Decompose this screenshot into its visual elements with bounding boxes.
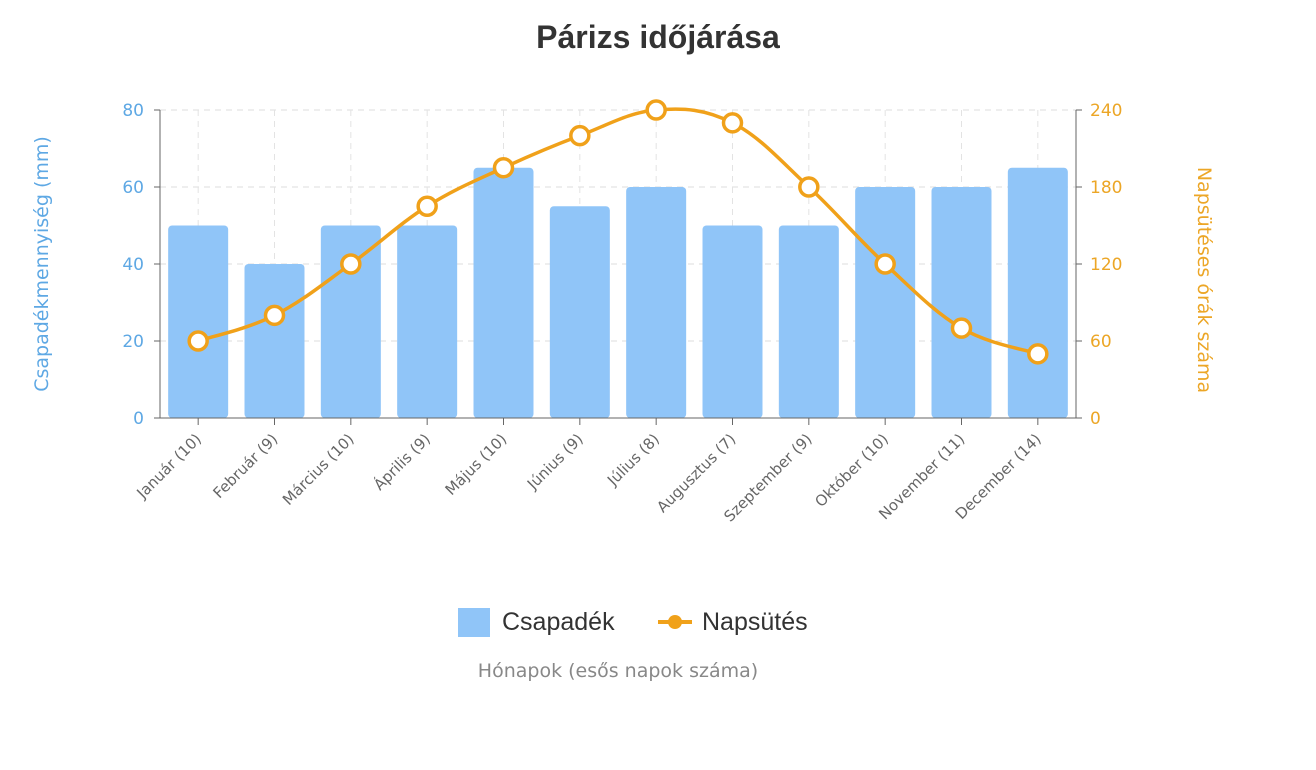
bar-4 — [473, 167, 534, 418]
y-tick-label-left: 80 — [122, 101, 144, 121]
chart-title: Párizs időjárása — [536, 19, 780, 55]
bar-6 — [626, 187, 687, 418]
legend-label-napsutes: Napsütés — [702, 608, 808, 636]
sunshine-point-6 — [645, 99, 667, 121]
y-tick-label-right: 240 — [1090, 101, 1122, 121]
x-tick-label: Március (10) — [279, 430, 358, 509]
sunshine-point-8 — [798, 176, 820, 198]
bar-5 — [549, 206, 610, 418]
bar-9 — [855, 187, 916, 418]
sunshine-point-3 — [416, 195, 438, 217]
y-tick-label-right: 60 — [1090, 332, 1112, 352]
y-tick-label-left: 60 — [122, 178, 144, 198]
bar-3 — [397, 225, 458, 418]
x-tick-label: Augusztus (7) — [653, 430, 739, 516]
x-tick-label: Február (9) — [209, 430, 281, 502]
x-tick-label: Május (10) — [442, 430, 511, 499]
y-tick-label-left: 40 — [122, 255, 144, 275]
sunshine-point-4 — [492, 157, 515, 179]
sunshine-point-11 — [1027, 343, 1049, 365]
bar-7 — [702, 225, 763, 418]
y-tick-label-right: 0 — [1090, 409, 1101, 429]
legend-line-marker — [668, 615, 682, 629]
x-tick-label: Július (8) — [603, 430, 663, 490]
sunshine-point-10 — [950, 317, 973, 339]
legend-bar-swatch — [458, 608, 490, 637]
sunshine-point-7 — [721, 112, 744, 134]
bar-10 — [931, 187, 992, 418]
x-axis-label: Hónapok (esős napok száma) — [478, 660, 758, 682]
sunshine-point-5 — [569, 124, 591, 147]
x-tick-label: Április (9) — [369, 429, 434, 494]
bar-11 — [1007, 167, 1068, 418]
y-tick-label-right: 180 — [1090, 178, 1122, 198]
sunshine-point-9 — [874, 253, 896, 275]
y-axis-left-label: Csapadékmennyiség (mm) — [31, 136, 53, 392]
legend-label-csapadek: Csapadék — [502, 608, 615, 636]
bar-8 — [778, 225, 839, 418]
x-tick-label: Június (9) — [523, 430, 587, 494]
y-axis-right-label: Napsütéses órák száma — [1193, 167, 1215, 393]
sunshine-point-2 — [340, 253, 362, 275]
y-tick-label-left: 0 — [133, 409, 144, 429]
y-tick-label-right: 120 — [1090, 255, 1122, 275]
sunshine-point-0 — [187, 330, 209, 352]
x-tick-label: Október (10) — [811, 430, 892, 511]
sunshine-point-1 — [263, 304, 286, 327]
x-tick-label: Január (10) — [132, 430, 205, 503]
legend: Csapadék Napsütés — [458, 608, 808, 637]
bar-0 — [168, 225, 229, 418]
bar-1 — [244, 264, 305, 418]
y-tick-label-left: 20 — [122, 332, 144, 352]
